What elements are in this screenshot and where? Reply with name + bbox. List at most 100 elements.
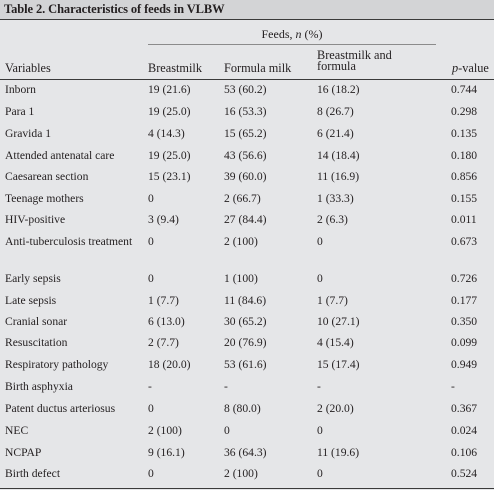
column-header-variables: Variables bbox=[5, 61, 51, 75]
row-breastmilk-value: 1 (7.7) bbox=[148, 294, 179, 307]
row-breastmilk-value: 2 (100) bbox=[148, 424, 182, 437]
row-breastmilk-value: 19 (25.0) bbox=[148, 105, 191, 118]
row-formula-value: - bbox=[224, 380, 228, 393]
row-variable-label: Birth asphyxia bbox=[5, 380, 73, 393]
row-p-value: 0.856 bbox=[451, 170, 478, 183]
row-formula-value: 1 (100) bbox=[224, 272, 258, 285]
row-variable-label: Cranial sonar bbox=[5, 315, 68, 328]
row-variable-label: Inborn bbox=[5, 83, 36, 96]
row-p-value: 0.367 bbox=[451, 402, 478, 415]
row-formula-value: 30 (65.2) bbox=[224, 315, 267, 328]
row-breastmilk-formula-value: 0 bbox=[317, 467, 323, 480]
row-p-value: 0.524 bbox=[451, 467, 478, 480]
column-header-formula-milk: Formula milk bbox=[224, 61, 292, 75]
row-variable-label: Teenage mothers bbox=[5, 192, 84, 205]
row-breastmilk-formula-value: 11 (19.6) bbox=[317, 446, 360, 459]
row-variable-label: Respiratory pathology bbox=[5, 358, 109, 371]
row-formula-value: 2 (100) bbox=[224, 235, 258, 248]
row-breastmilk-value: 3 (9.4) bbox=[148, 213, 179, 226]
row-breastmilk-value: 15 (23.1) bbox=[148, 170, 191, 183]
row-p-value: 0.177 bbox=[451, 294, 478, 307]
row-formula-value: 11 (84.6) bbox=[224, 294, 267, 307]
row-variable-label: Birth defect bbox=[5, 467, 61, 480]
row-formula-value: 16 (53.3) bbox=[224, 105, 267, 118]
row-breastmilk-value: 0 bbox=[148, 272, 154, 285]
row-p-value: 0.298 bbox=[451, 105, 478, 118]
row-variable-label: NCPAP bbox=[5, 446, 42, 459]
row-variable-label: Early sepsis bbox=[5, 272, 61, 285]
row-breastmilk-formula-value: 0 bbox=[317, 235, 323, 248]
row-breastmilk-formula-value: 10 (27.1) bbox=[317, 315, 360, 328]
row-breastmilk-formula-value: - bbox=[317, 380, 321, 393]
column-header-breastmilk: Breastmilk bbox=[148, 61, 202, 75]
row-formula-value: 8 (80.0) bbox=[224, 402, 261, 415]
row-variable-label: Para 1 bbox=[5, 105, 35, 118]
row-breastmilk-formula-value: 15 (17.4) bbox=[317, 358, 360, 371]
row-breastmilk-value: 0 bbox=[148, 467, 154, 480]
feeds-group-rule bbox=[148, 44, 436, 45]
row-breastmilk-value: 4 (14.3) bbox=[148, 127, 185, 140]
row-p-value: 0.180 bbox=[451, 149, 478, 162]
row-formula-value: 0 bbox=[224, 424, 230, 437]
row-p-value: 0.135 bbox=[451, 127, 478, 140]
row-breastmilk-value: 6 (13.0) bbox=[148, 315, 185, 328]
row-breastmilk-value: 9 (16.1) bbox=[148, 446, 185, 459]
row-breastmilk-formula-value: 1 (7.7) bbox=[317, 294, 348, 307]
row-formula-value: 15 (65.2) bbox=[224, 127, 267, 140]
row-variable-label: Gravida 1 bbox=[5, 127, 52, 140]
row-breastmilk-value: 0 bbox=[148, 192, 154, 205]
row-formula-value: 2 (100) bbox=[224, 467, 258, 480]
bottom-rule bbox=[0, 488, 494, 489]
feeds-group-header: Feeds, n (%) bbox=[261, 27, 323, 41]
row-breastmilk-formula-value: 8 (26.7) bbox=[317, 105, 354, 118]
row-formula-value: 39 (60.0) bbox=[224, 170, 267, 183]
row-formula-value: 2 (66.7) bbox=[224, 192, 261, 205]
row-p-value: 0.726 bbox=[451, 272, 478, 285]
row-p-value: 0.350 bbox=[451, 315, 478, 328]
row-variable-label: Late sepsis bbox=[5, 294, 57, 307]
row-variable-label: Attended antenatal care bbox=[5, 149, 115, 162]
row-breastmilk-value: - bbox=[148, 380, 152, 393]
row-breastmilk-formula-value: 0 bbox=[317, 424, 323, 437]
row-breastmilk-formula-value: 6 (21.4) bbox=[317, 127, 354, 140]
row-breastmilk-formula-value: 4 (15.4) bbox=[317, 336, 354, 349]
row-formula-value: 53 (60.2) bbox=[224, 83, 267, 96]
row-variable-label: Caesarean section bbox=[5, 170, 89, 183]
row-p-value: 0.024 bbox=[451, 424, 478, 437]
table-title: Table 2. Characteristics of feeds in VLB… bbox=[4, 2, 225, 16]
row-breastmilk-formula-value: 0 bbox=[317, 272, 323, 285]
row-variable-label: Patent ductus arteriosus bbox=[5, 402, 116, 415]
row-breastmilk-formula-value: 2 (6.3) bbox=[317, 213, 348, 226]
row-formula-value: 36 (64.3) bbox=[224, 446, 267, 459]
row-formula-value: 43 (56.6) bbox=[224, 149, 267, 162]
row-variable-label: NEC bbox=[5, 424, 29, 437]
row-breastmilk-formula-value: 1 (33.3) bbox=[317, 192, 354, 205]
row-p-value: 0.099 bbox=[451, 336, 478, 349]
row-p-value: - bbox=[451, 380, 455, 393]
row-breastmilk-value: 0 bbox=[148, 235, 154, 248]
row-breastmilk-value: 2 (7.7) bbox=[148, 336, 179, 349]
header-rule bbox=[0, 79, 494, 80]
row-p-value: 0.949 bbox=[451, 358, 478, 371]
table-title-bar: Table 2. Characteristics of feeds in VLB… bbox=[0, 0, 494, 20]
row-formula-value: 27 (84.4) bbox=[224, 213, 267, 226]
row-p-value: 0.011 bbox=[451, 213, 477, 226]
row-breastmilk-formula-value: 11 (16.9) bbox=[317, 170, 360, 183]
row-breastmilk-value: 19 (21.6) bbox=[148, 83, 191, 96]
row-p-value: 0.106 bbox=[451, 446, 478, 459]
row-formula-value: 20 (76.9) bbox=[224, 336, 267, 349]
row-variable-label: HIV-positive bbox=[5, 213, 66, 226]
row-variable-label: Resuscitation bbox=[5, 336, 68, 349]
row-breastmilk-formula-value: 14 (18.4) bbox=[317, 149, 360, 162]
row-breastmilk-formula-value: 2 (20.0) bbox=[317, 402, 354, 415]
column-header-p-value: p-value bbox=[452, 61, 489, 75]
row-variable-label: Anti-tuberculosis treatment bbox=[5, 235, 133, 248]
row-formula-value: 53 (61.6) bbox=[224, 358, 267, 371]
row-p-value: 0.155 bbox=[451, 192, 478, 205]
row-breastmilk-value: 0 bbox=[148, 402, 154, 415]
row-breastmilk-value: 19 (25.0) bbox=[148, 149, 191, 162]
row-p-value: 0.673 bbox=[451, 235, 478, 248]
column-header-breastmilk-and-formula: Breastmilk and formula bbox=[317, 48, 392, 73]
row-p-value: 0.744 bbox=[451, 83, 478, 96]
